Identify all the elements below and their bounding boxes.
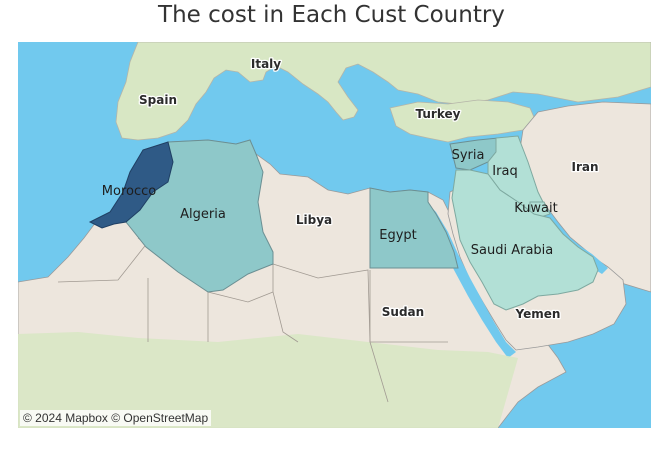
label-italy: Italy xyxy=(251,57,281,71)
label-turkey: Turkey xyxy=(416,107,461,121)
sahel-vegetation xyxy=(18,332,518,428)
map-canvas[interactable]: Italy Spain Turkey Iran Libya Sudan Yeme… xyxy=(18,42,651,428)
label-sudan: Sudan xyxy=(382,305,424,319)
label-algeria: Algeria xyxy=(180,207,226,222)
country-saudi-arabia[interactable] xyxy=(451,169,599,311)
label-spain: Spain xyxy=(139,93,177,107)
label-saudi-arabia: Saudi Arabia xyxy=(471,243,554,258)
map-view[interactable]: Italy Spain Turkey Iran Libya Sudan Yeme… xyxy=(18,42,651,428)
label-iran: Iran xyxy=(571,160,598,174)
label-kuwait: Kuwait xyxy=(514,201,557,216)
chart-title: The cost in Each Cust Country xyxy=(158,2,505,28)
country-morocco[interactable] xyxy=(88,141,174,229)
label-egypt: Egypt xyxy=(379,228,417,243)
country-egypt[interactable] xyxy=(369,187,459,269)
label-morocco: Morocco xyxy=(102,184,156,199)
label-libya: Libya xyxy=(296,213,332,227)
label-yemen: Yemen xyxy=(515,307,561,321)
label-syria: Syria xyxy=(452,148,485,163)
map-attribution[interactable]: © 2024 Mapbox © OpenStreetMap xyxy=(20,410,212,426)
label-iraq: Iraq xyxy=(492,164,517,179)
